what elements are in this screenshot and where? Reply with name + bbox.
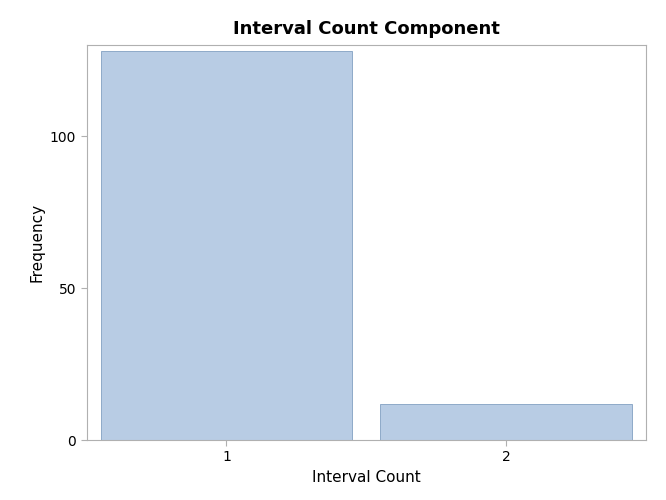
Bar <box>380 404 632 440</box>
Title: Interval Count Component: Interval Count Component <box>233 20 500 38</box>
Y-axis label: Frequency: Frequency <box>29 203 44 282</box>
X-axis label: Interval Count: Interval Count <box>312 470 421 485</box>
Bar <box>101 51 352 440</box>
